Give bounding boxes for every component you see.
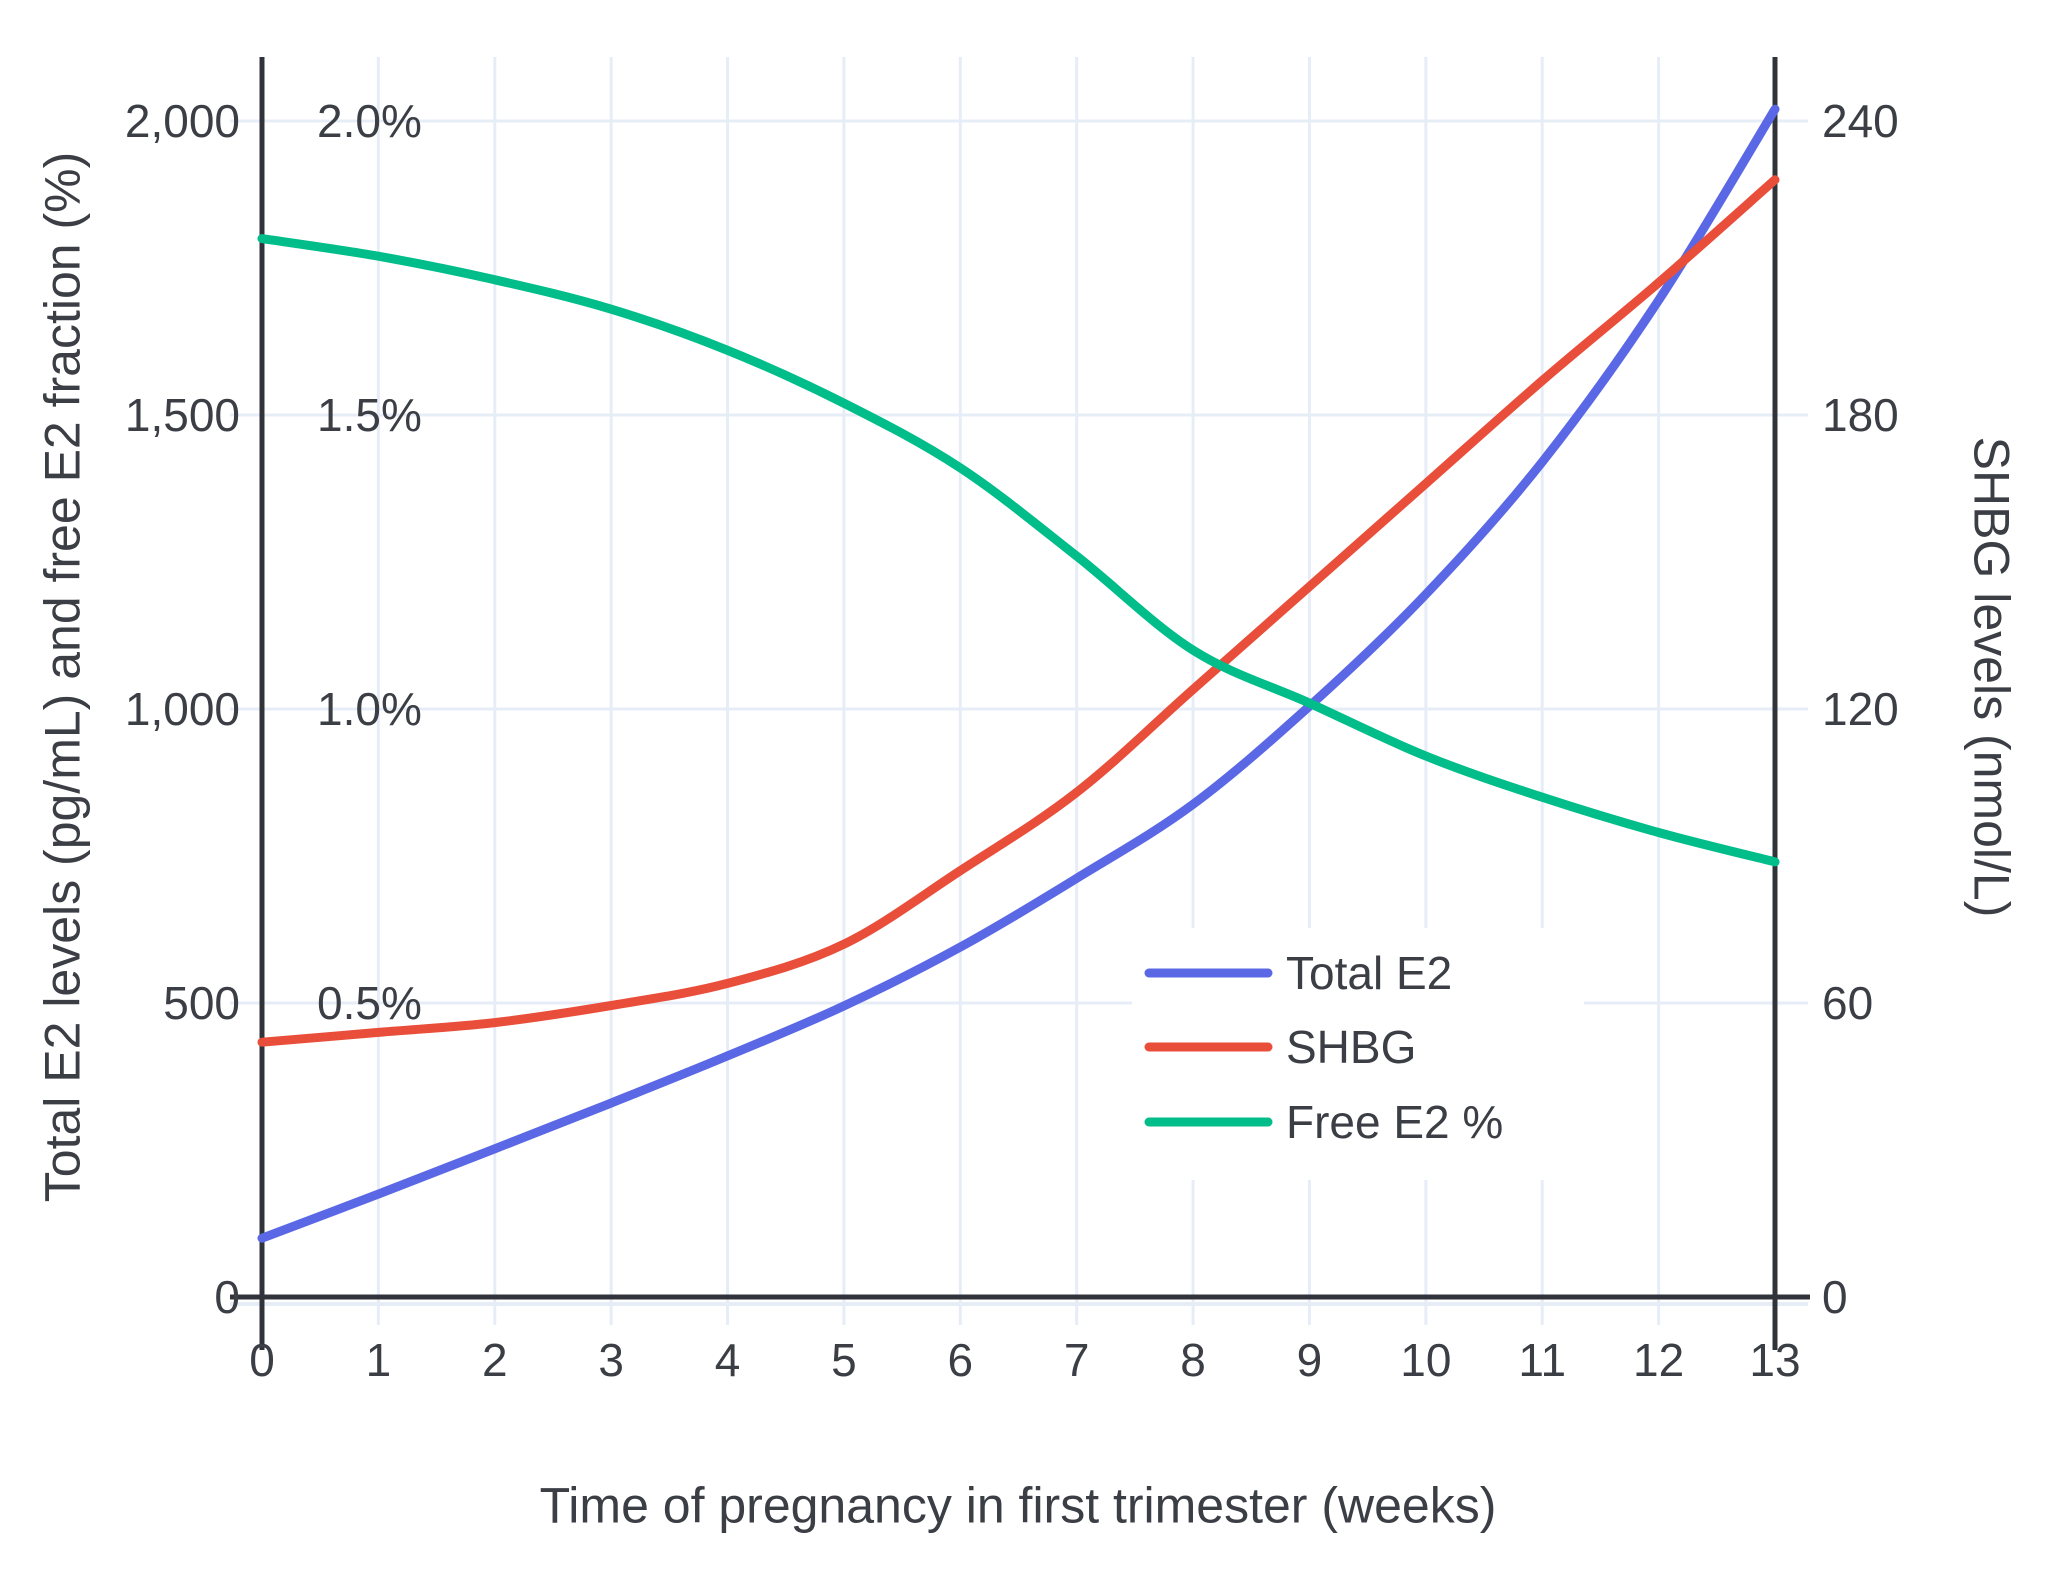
x-tick-10: 10 — [1400, 1334, 1451, 1386]
x-tick-13: 13 — [1749, 1334, 1800, 1386]
x-tick-1: 1 — [366, 1334, 392, 1386]
y-right-tick-0: 0 — [1822, 1271, 1848, 1323]
x-axis-title: Time of pregnancy in first trimester (we… — [540, 1478, 1497, 1534]
y-pct-tick-2: 2.0% — [317, 95, 422, 147]
x-tick-5: 5 — [831, 1334, 857, 1386]
legend: Total E2 SHBG Free E2 % — [1286, 947, 1503, 1148]
y-left-tick-2000: 2,000 — [125, 95, 240, 147]
x-tick-4: 4 — [715, 1334, 741, 1386]
y-left-tick-500: 500 — [163, 977, 240, 1029]
x-tick-8: 8 — [1180, 1334, 1206, 1386]
y-right-tick-120: 120 — [1822, 683, 1899, 735]
free-e2--line — [257, 234, 1780, 867]
y-left-tick-0: 0 — [214, 1271, 240, 1323]
x-tick-2: 2 — [482, 1334, 508, 1386]
legend-label-free-e2[interactable]: Free E2 % — [1286, 1096, 1503, 1148]
x-tick-12: 12 — [1633, 1334, 1684, 1386]
legend-label-shbg[interactable]: SHBG — [1286, 1021, 1416, 1073]
total-e2-line — [257, 104, 1780, 1243]
y-left-tick-1000: 1,000 — [125, 683, 240, 735]
y-pct-tick-1.5: 1.5% — [317, 389, 422, 441]
x-tick-0: 0 — [249, 1334, 275, 1386]
y-pct-tick-0.5: 0.5% — [317, 977, 422, 1029]
y-pct-tick-1: 1.0% — [317, 683, 422, 735]
y-left-tick-1500: 1,500 — [125, 389, 240, 441]
shbg-line — [257, 175, 1780, 1047]
y-right-axis-title: SHBG levels (nmol/L) — [1964, 437, 2020, 918]
x-tick-3: 3 — [598, 1334, 624, 1386]
plot-area: 05001,0001,5002,0000.5%1.0%1.5%2.0%06012… — [125, 57, 1899, 1386]
x-tick-11: 11 — [1518, 1334, 1566, 1386]
x-tick-6: 6 — [948, 1334, 974, 1386]
y-right-tick-60: 60 — [1822, 977, 1873, 1029]
x-tick-9: 9 — [1297, 1334, 1323, 1386]
y-right-tick-180: 180 — [1822, 389, 1899, 441]
y-right-tick-240: 240 — [1822, 95, 1899, 147]
x-tick-7: 7 — [1064, 1334, 1090, 1386]
y-left-axis-title: Total E2 levels (pg/mL) and free E2 frac… — [35, 152, 91, 1202]
legend-label-total-e2[interactable]: Total E2 — [1286, 947, 1452, 999]
